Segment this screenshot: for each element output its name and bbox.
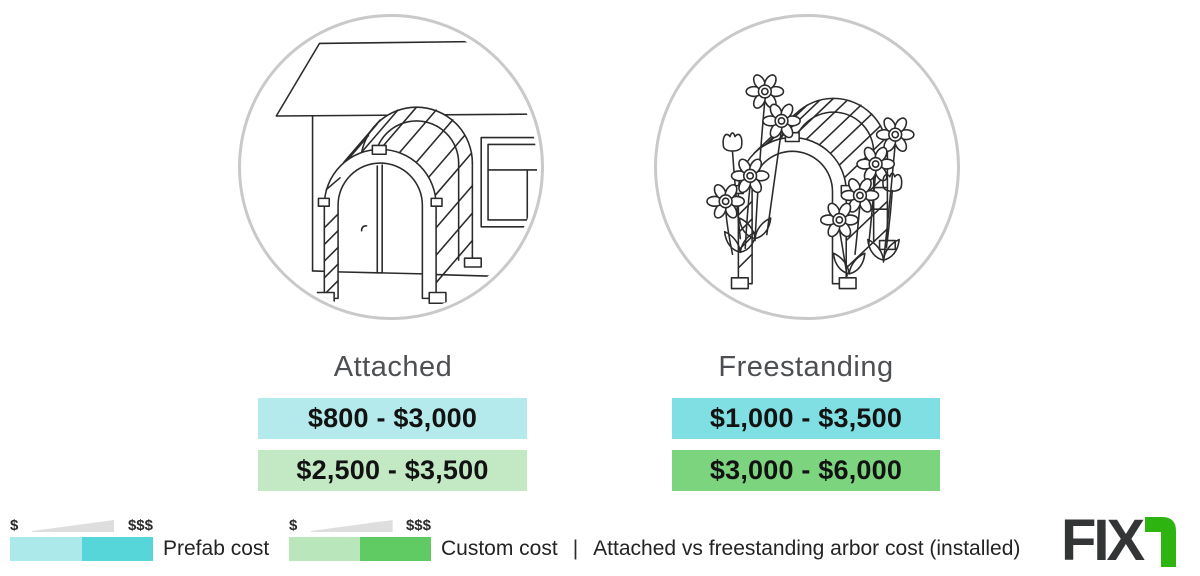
attached-prefab-cost-bar: $800 - $3,000: [258, 398, 527, 439]
custom-gradient-light: [289, 537, 360, 561]
custom-scale-max-label: $$$: [405, 517, 431, 534]
custom-scale-min-label: $: [289, 517, 298, 534]
caption-separator: |: [572, 537, 579, 560]
prefab-legend-label-row: Prefab cost: [163, 537, 269, 561]
attached-illustration-circle: [238, 14, 544, 320]
attached-custom-cost-value: $2,500 - $3,500: [296, 455, 489, 485]
freestanding-prefab-cost-bar: $1,000 - $3,500: [672, 398, 940, 439]
freestanding-arbor-with-flowers-icon: [706, 72, 915, 290]
cost-scale-wedge-icon: [32, 520, 115, 532]
prefab-gradient-dark: [81, 537, 153, 561]
prefab-scale-row: $ $$$: [10, 518, 153, 533]
attached-prefab-cost-value: $800 - $3,000: [307, 403, 478, 433]
custom-legend-label: Custom cost: [441, 537, 558, 560]
freestanding-illustration-circle: [654, 14, 960, 320]
column-title-attached: Attached: [333, 351, 453, 383]
custom-cost-legend: $ $$$: [289, 518, 431, 561]
prefab-scale-max-label: $$$: [127, 517, 153, 534]
fixr-r-glyph: [1145, 517, 1177, 567]
attached-arbor-on-house-icon: [275, 40, 538, 305]
freestanding-custom-cost-value: $3,000 - $6,000: [709, 455, 903, 485]
prefab-cost-legend: $ $$$: [10, 518, 153, 561]
custom-gradient-dark: [360, 537, 431, 561]
fixr-logo-text: FIX: [1061, 508, 1145, 573]
freestanding-prefab-cost-value: $1,000 - $3,500: [709, 403, 903, 433]
prefab-gradient-bar: [10, 537, 153, 561]
custom-legend-label-row: Custom cost | Attached vs freestanding a…: [441, 537, 1020, 561]
infographic-caption: Attached vs freestanding arbor cost (ins…: [593, 537, 1021, 560]
custom-gradient-bar: [289, 537, 431, 561]
prefab-gradient-light: [10, 537, 82, 561]
fixr-logo: FIX: [1061, 508, 1177, 573]
freestanding-custom-cost-bar: $3,000 - $6,000: [672, 450, 940, 491]
custom-scale-row: $ $$$: [289, 518, 431, 533]
fixr-r-glyph-icon: [1145, 517, 1177, 567]
prefab-legend-label: Prefab cost: [163, 537, 270, 560]
column-title-freestanding: Freestanding: [718, 351, 894, 383]
cost-scale-wedge-icon: [310, 520, 393, 532]
prefab-scale-min-label: $: [10, 517, 19, 534]
attached-custom-cost-bar: $2,500 - $3,500: [258, 450, 527, 491]
